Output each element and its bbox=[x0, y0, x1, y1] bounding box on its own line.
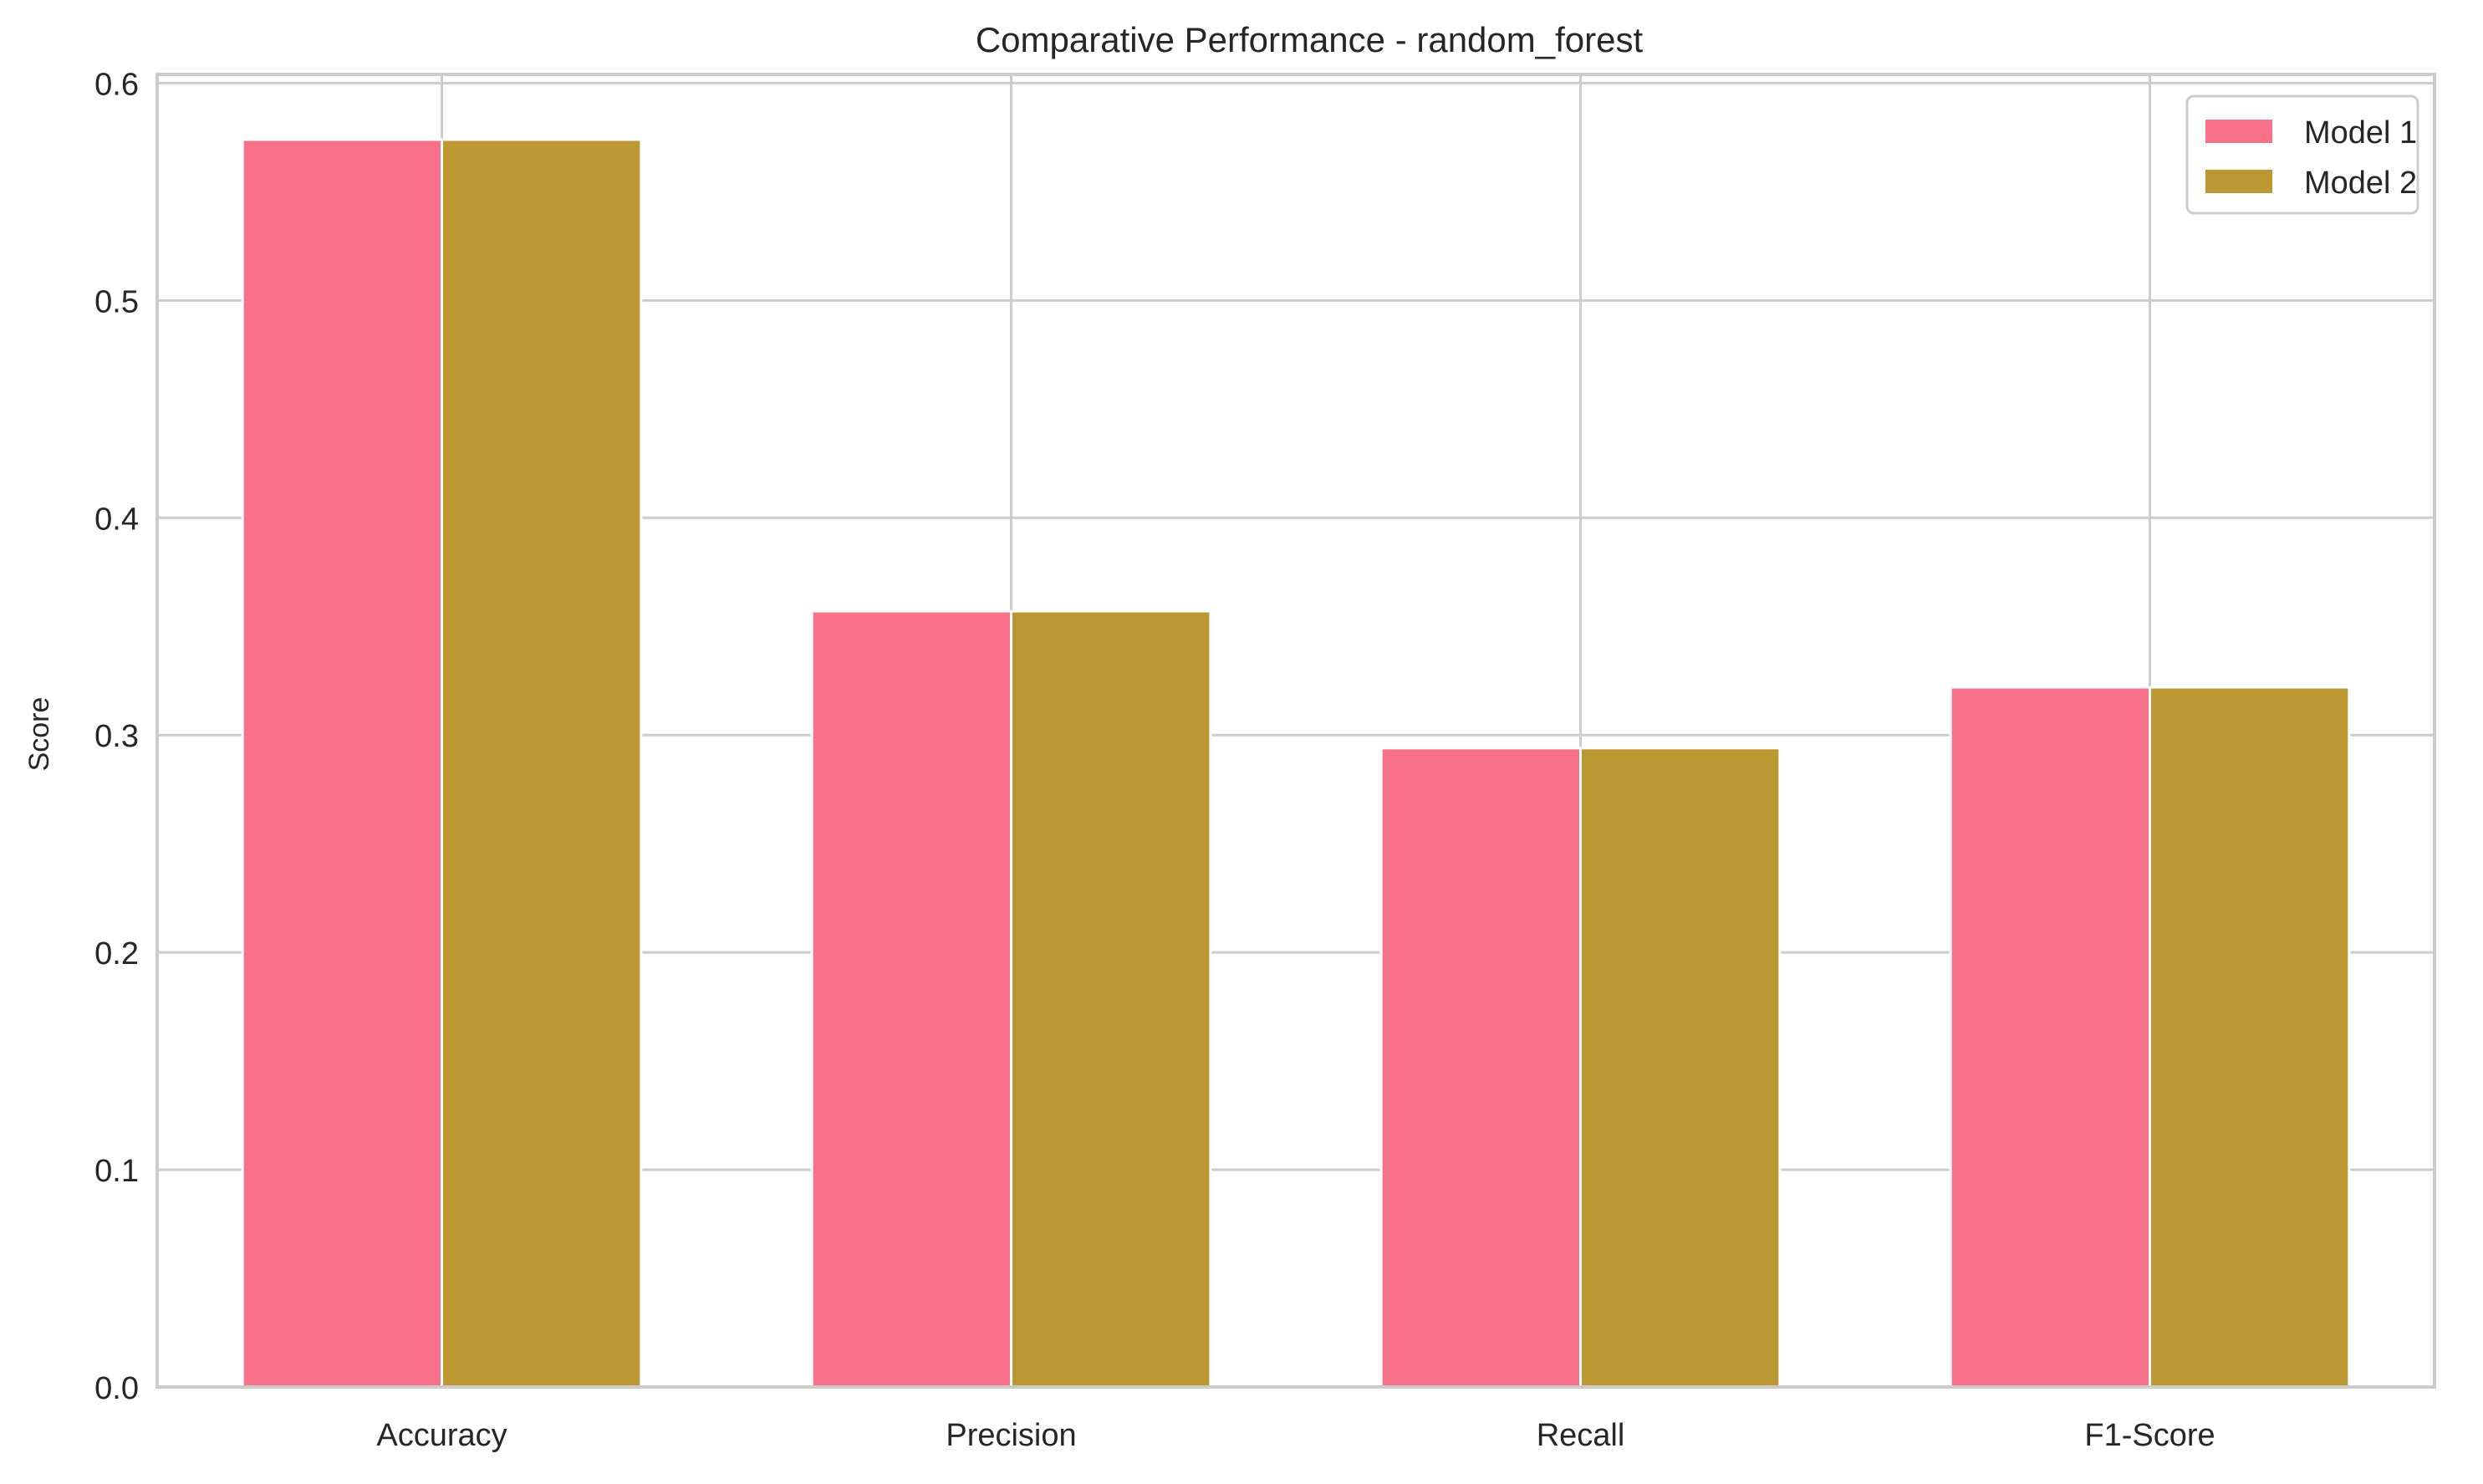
y-axis-label: Score bbox=[23, 697, 55, 772]
y-tick-label: 0.0 bbox=[94, 1371, 139, 1406]
x-tick-label: F1-Score bbox=[2084, 1418, 2215, 1453]
bar-1 bbox=[810, 609, 1013, 1389]
bar-2 bbox=[2149, 686, 2351, 1389]
y-axis-ticks: 0.0 0.1 0.2 0.3 0.4 0.5 0.6 bbox=[94, 67, 139, 1406]
legend-label: Model 2 bbox=[2304, 166, 2417, 201]
y-tick-label: 0.1 bbox=[94, 1154, 139, 1189]
bar-1 bbox=[241, 138, 443, 1389]
legend-label: Model 1 bbox=[2304, 115, 2417, 150]
bar-1 bbox=[1949, 686, 2151, 1389]
plot-frame bbox=[156, 73, 2436, 1389]
y-tick-label: 0.5 bbox=[94, 284, 139, 319]
y-tick-label: 0.4 bbox=[94, 502, 139, 537]
chart-title: Comparative Performance - random_forest bbox=[976, 20, 1644, 59]
bar-2 bbox=[1579, 747, 1782, 1389]
x-axis-ticks: Accuracy Precision Recall F1-Score bbox=[376, 1418, 2215, 1453]
x-tick-label: Accuracy bbox=[376, 1418, 507, 1453]
bar-2 bbox=[1010, 609, 1212, 1389]
legend-swatch bbox=[2205, 170, 2272, 193]
legend-swatch bbox=[2205, 120, 2272, 143]
bar-2 bbox=[441, 138, 643, 1389]
y-tick-label: 0.3 bbox=[94, 719, 139, 754]
bar-1 bbox=[1379, 747, 1583, 1389]
legend: Model 1 Model 2 bbox=[2185, 94, 2419, 215]
x-tick-label: Recall bbox=[1537, 1418, 1625, 1453]
y-tick-label: 0.2 bbox=[94, 936, 139, 971]
y-tick-label: 0.6 bbox=[94, 67, 139, 102]
x-tick-label: Precision bbox=[946, 1418, 1076, 1453]
plot-border bbox=[156, 73, 2436, 1389]
bars-layer bbox=[241, 138, 2351, 1389]
